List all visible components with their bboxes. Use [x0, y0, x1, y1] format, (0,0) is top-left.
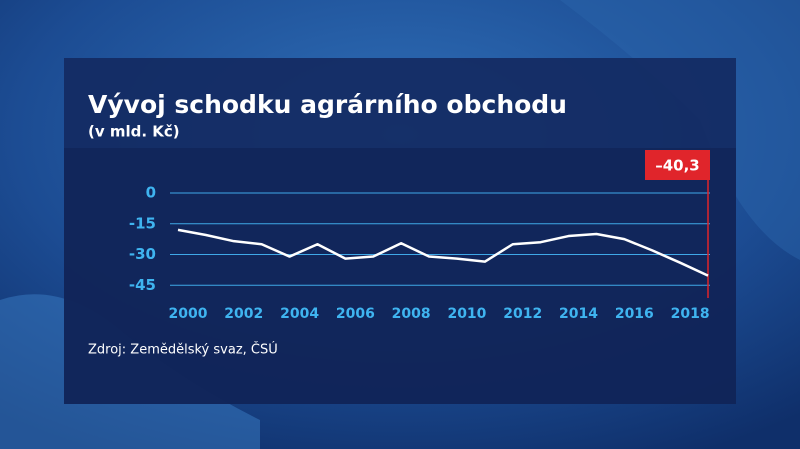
- value-label-box: [645, 150, 710, 180]
- x-tick-label: 2004: [280, 306, 319, 322]
- y-tick-label: -45: [129, 276, 156, 294]
- x-tick-label: 2018: [671, 306, 710, 322]
- land-shape: [560, 0, 800, 260]
- data-line: [177, 228, 709, 277]
- y-tick-label: -15: [129, 214, 156, 232]
- x-tick-label: 2014: [559, 306, 598, 322]
- x-tick-label: 2008: [392, 306, 431, 322]
- x-tick-label: 2010: [447, 306, 486, 322]
- y-tick-label: 0: [146, 184, 156, 202]
- chart-title: Vývoj schodku agrárního obchodu: [88, 90, 567, 119]
- source: Zdroj: Zemědělský svaz, ČSÚ: [88, 342, 278, 358]
- x-tick-label: 2000: [169, 306, 208, 322]
- value-label: –40,3: [655, 157, 700, 175]
- y-tick-label: -30: [129, 245, 156, 263]
- x-tick-label: 2002: [224, 306, 263, 322]
- x-tick-label: 2016: [615, 306, 654, 322]
- x-tick-label: 2006: [336, 306, 375, 322]
- plot-panel: [64, 148, 736, 404]
- x-tick-label: 2012: [503, 306, 542, 322]
- chart-subtitle: (v mld. Kč): [88, 123, 180, 141]
